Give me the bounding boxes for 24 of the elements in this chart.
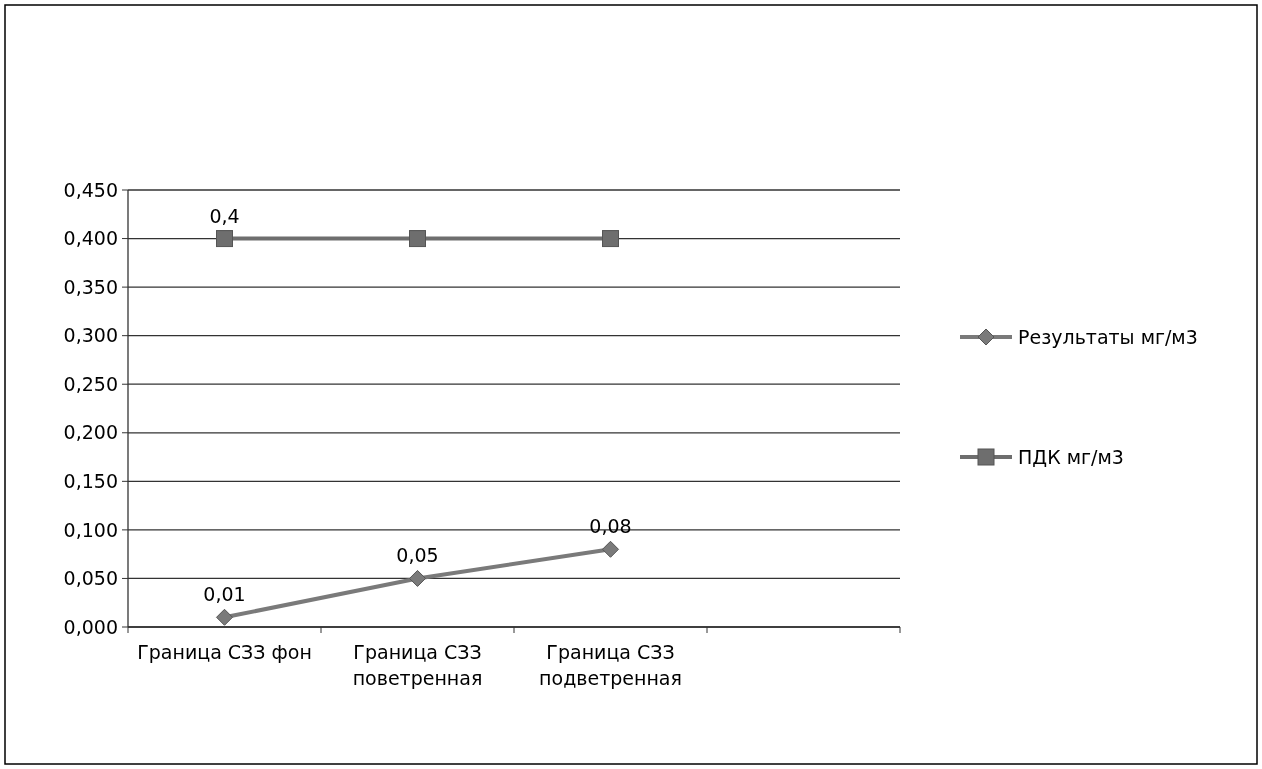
legend-label: ПДК мг/м3 xyxy=(1018,445,1124,468)
y-tick-label: 0,100 xyxy=(63,518,118,541)
y-tick-label: 0,150 xyxy=(63,469,118,492)
y-tick-label: 0,250 xyxy=(63,372,118,395)
point xyxy=(409,230,426,248)
point xyxy=(602,230,619,248)
data-label: 0,01 xyxy=(203,583,246,606)
x-tick-label: Граница СЗЗ подветренная xyxy=(539,641,682,689)
point xyxy=(602,540,619,558)
y-tick-label: 0,050 xyxy=(63,567,118,590)
data-label: 0,05 xyxy=(396,544,439,567)
point xyxy=(409,569,426,587)
point xyxy=(216,230,233,248)
data-label: 0,4 xyxy=(209,204,240,227)
y-tick-label: 0,400 xyxy=(63,227,118,250)
x-tick-label: Граница СЗЗ фон xyxy=(137,641,312,663)
y-tick-label: 0,200 xyxy=(63,421,118,444)
y-tick-label: 0,300 xyxy=(63,324,118,347)
legend-label: Результаты мг/м3 xyxy=(1018,325,1198,348)
x-tick-label: Граница СЗЗ поветренная xyxy=(352,641,483,689)
point xyxy=(216,608,233,626)
y-tick-label: 0,000 xyxy=(63,615,118,638)
y-tick-label: 0,350 xyxy=(63,275,118,298)
y-tick-label: 0,450 xyxy=(63,178,118,201)
